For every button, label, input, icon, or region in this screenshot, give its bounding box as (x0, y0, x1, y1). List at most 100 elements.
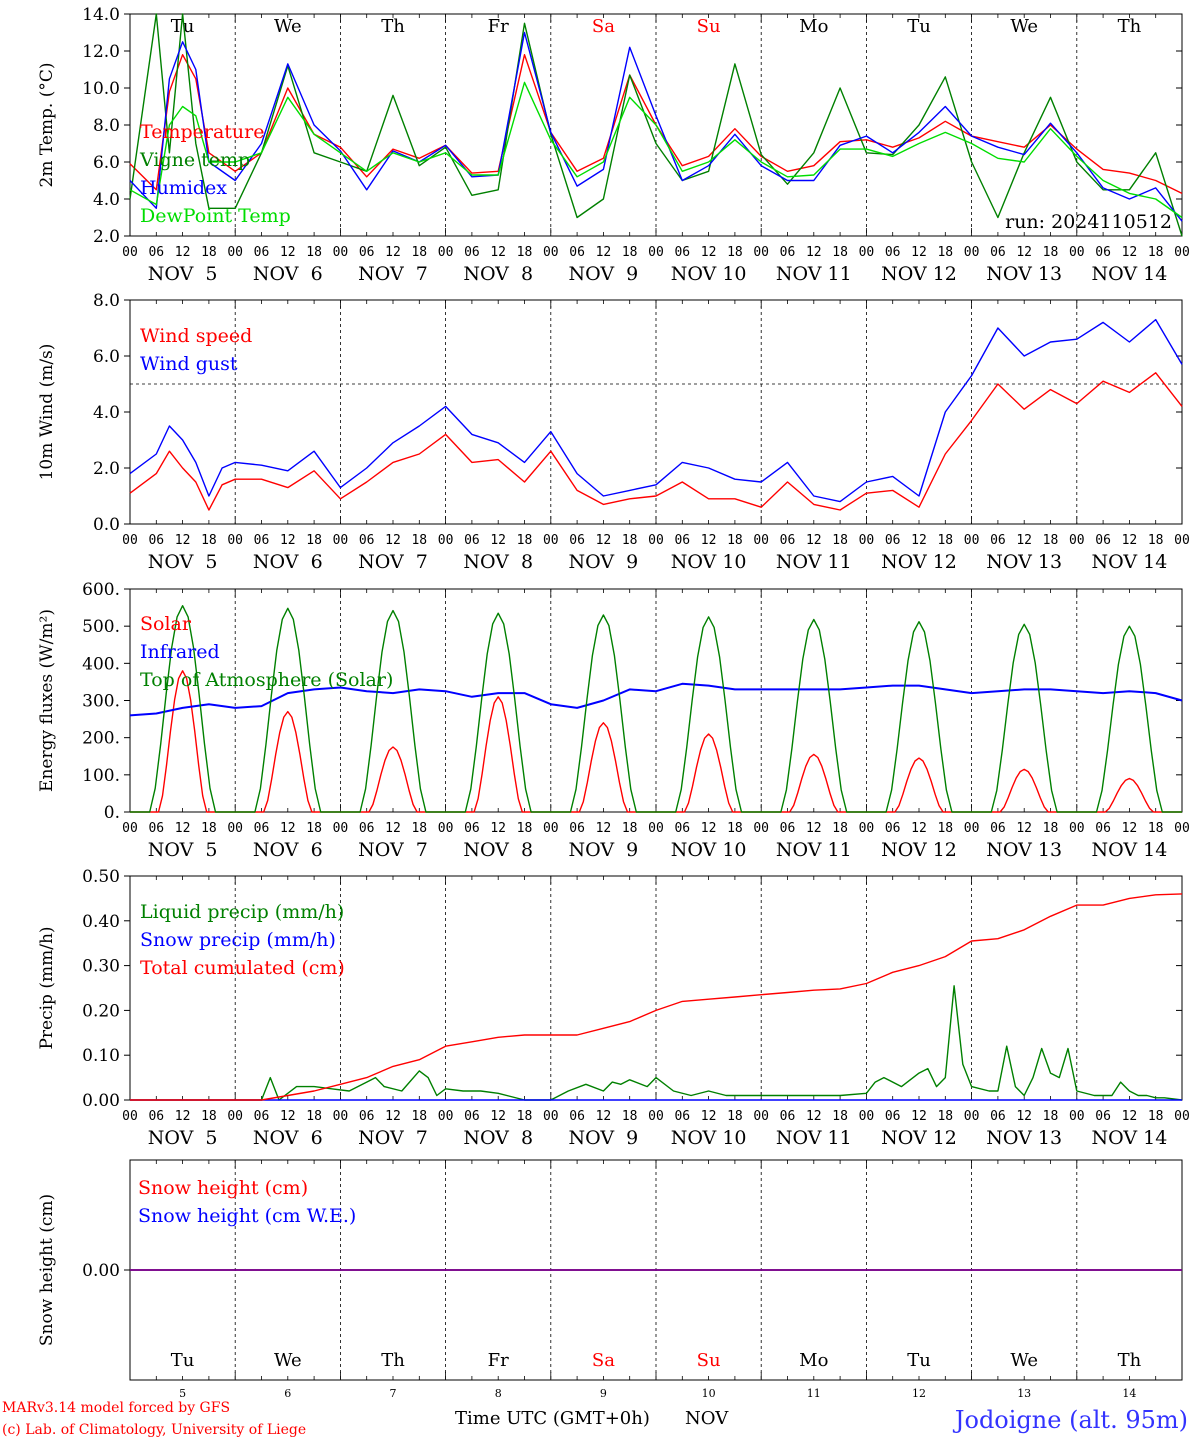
day-name: Su (697, 1350, 721, 1371)
hour-label: 00 (122, 1109, 138, 1124)
hour-label: 12 (490, 533, 506, 548)
hour-label: 06 (148, 533, 164, 548)
date-label: NOV 5 (148, 839, 218, 861)
y-tick-label: 0. (104, 803, 120, 823)
day-number: 9 (600, 1387, 607, 1400)
hour-label: 00 (648, 533, 664, 548)
hour-label: 00 (964, 1109, 980, 1124)
legend-entry: Wind speed (140, 325, 252, 347)
date-label: NOV 12 (881, 551, 957, 573)
hour-label: 00 (753, 245, 769, 260)
hour-label: 12 (385, 1109, 401, 1124)
day-name: We (1010, 1350, 1038, 1371)
hour-label: 06 (359, 245, 375, 260)
legend-entry: Vigne temp (139, 149, 250, 171)
hour-label: 18 (411, 1109, 427, 1124)
hour-label: 06 (254, 533, 270, 548)
hour-label: 00 (333, 533, 349, 548)
hour-label: 00 (964, 821, 980, 836)
hour-label: 12 (385, 533, 401, 548)
hour-label: 06 (885, 245, 901, 260)
hour-label: 00 (859, 245, 875, 260)
hour-label: 12 (490, 245, 506, 260)
series-line-2 (129, 318, 1183, 503)
legend-entry: Wind gust (140, 353, 238, 375)
day-number: 13 (1017, 1387, 1031, 1400)
hour-label: 18 (727, 1109, 743, 1124)
hour-label: 06 (990, 1109, 1006, 1124)
panel-frame (129, 588, 1183, 813)
hour-label: 18 (517, 533, 533, 548)
hour-label: 12 (806, 533, 822, 548)
date-label: NOV 5 (148, 1127, 218, 1149)
day-name: Su (697, 16, 721, 37)
y-tick-label: 12.0 (82, 42, 120, 62)
hour-label: 06 (569, 1109, 585, 1124)
hour-label: 00 (859, 533, 875, 548)
date-label: NOV 8 (463, 839, 533, 861)
hour-label: 06 (674, 821, 690, 836)
day-name: Tu (907, 1350, 931, 1371)
day-name: Tu (171, 16, 195, 37)
hour-label: 06 (674, 1109, 690, 1124)
hour-label: 00 (543, 533, 559, 548)
hour-label: 06 (148, 1109, 164, 1124)
hour-label: 18 (411, 533, 427, 548)
hour-label: 00 (438, 821, 454, 836)
y-tick-label: 14.0 (82, 5, 120, 25)
hour-label: 18 (937, 821, 953, 836)
hour-label: 00 (1174, 821, 1190, 836)
date-label: NOV 12 (881, 263, 957, 285)
hour-label: 06 (148, 245, 164, 260)
hour-label: 12 (280, 821, 296, 836)
hour-label: 18 (832, 533, 848, 548)
hour-label: 12 (911, 245, 927, 260)
hour-label: 00 (122, 821, 138, 836)
hour-label: 06 (464, 1109, 480, 1124)
day-number: 12 (912, 1387, 926, 1400)
chart-layer: 2.0 4.0 6.0 8.0 10.0 12.0 14.0 2m Temp. (°C) 00 0… (37, 5, 1190, 1400)
legend-entry: Total cumulated (cm) (140, 957, 345, 979)
hour-label: 06 (464, 533, 480, 548)
date-label: NOV 6 (253, 839, 323, 861)
y-tick-label: 2.0 (93, 227, 120, 247)
hour-label: 18 (201, 821, 217, 836)
hour-label: 12 (701, 821, 717, 836)
hour-label: 12 (596, 245, 612, 260)
date-label: NOV 9 (569, 1127, 639, 1149)
hour-label: 00 (438, 1109, 454, 1124)
model-credit: MARv3.14 model forced by GFS (2, 1400, 230, 1416)
y-tick-label: 0.30 (82, 957, 120, 977)
hour-label: 12 (1122, 533, 1138, 548)
day-number: 6 (284, 1387, 291, 1400)
hour-label: 18 (727, 821, 743, 836)
hour-label: 00 (1174, 245, 1190, 260)
hour-label: 18 (937, 1109, 953, 1124)
date-label: NOV 14 (1091, 839, 1167, 861)
y-tick-label: 0.00 (82, 1261, 120, 1281)
y-tick-label: 6.0 (93, 347, 120, 367)
hour-label: 12 (1016, 533, 1032, 548)
hour-label: 06 (780, 533, 796, 548)
hour-label: 06 (359, 1109, 375, 1124)
y-axis-title: 2m Temp. (°C) (37, 62, 57, 187)
date-label: NOV 14 (1091, 551, 1167, 573)
hour-label: 12 (701, 245, 717, 260)
hour-label: 00 (753, 1109, 769, 1124)
hour-label: 00 (964, 245, 980, 260)
hour-label: 18 (306, 821, 322, 836)
hour-label: 00 (1069, 1109, 1085, 1124)
date-label: NOV 10 (671, 263, 747, 285)
hour-label: 12 (490, 821, 506, 836)
hour-label: 18 (306, 245, 322, 260)
day-number: 5 (179, 1387, 186, 1400)
hour-label: 18 (1148, 821, 1164, 836)
hour-label: 18 (1148, 245, 1164, 260)
hour-label: 06 (674, 245, 690, 260)
hour-label: 00 (438, 533, 454, 548)
y-tick-label: 400. (82, 654, 120, 674)
hour-label: 12 (911, 533, 927, 548)
date-label: NOV 7 (358, 839, 428, 861)
hour-label: 12 (1122, 821, 1138, 836)
hour-label: 00 (859, 1109, 875, 1124)
